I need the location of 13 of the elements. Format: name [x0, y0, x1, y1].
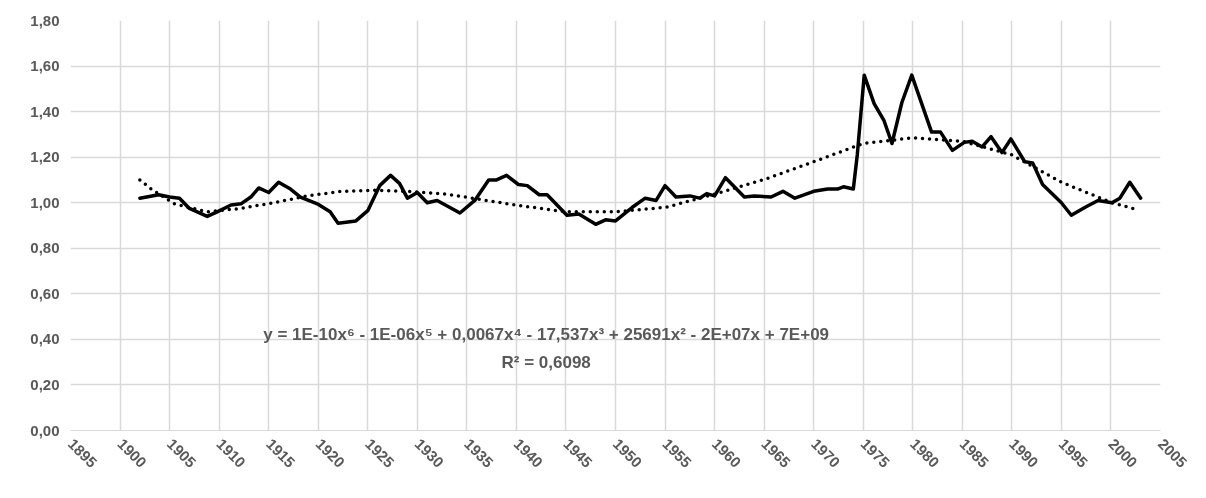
y-tick-label: 0,20: [30, 375, 60, 393]
y-tick-label: 0,80: [30, 239, 60, 257]
annotation: R² = 0,6098: [501, 352, 591, 372]
y-tick-label: 1,00: [30, 193, 60, 211]
y-tick-label: 0,60: [30, 284, 60, 302]
y-tick-label: 1,40: [30, 102, 60, 120]
annotation: y = 1E-10x⁶ - 1E-06x⁵ + 0,0067x⁴ - 17,537x³ + 25691x² - 2E+07x + 7E+09: [263, 325, 830, 345]
y-tick-label: 0,40: [30, 330, 60, 348]
line-series: [138, 73, 1143, 227]
y-tick-label: 0,00: [30, 421, 60, 439]
y-tick-label: 1,20: [30, 148, 60, 166]
y-tick-label: 1,60: [30, 57, 60, 75]
y-tick-label: 1,80: [30, 11, 60, 29]
